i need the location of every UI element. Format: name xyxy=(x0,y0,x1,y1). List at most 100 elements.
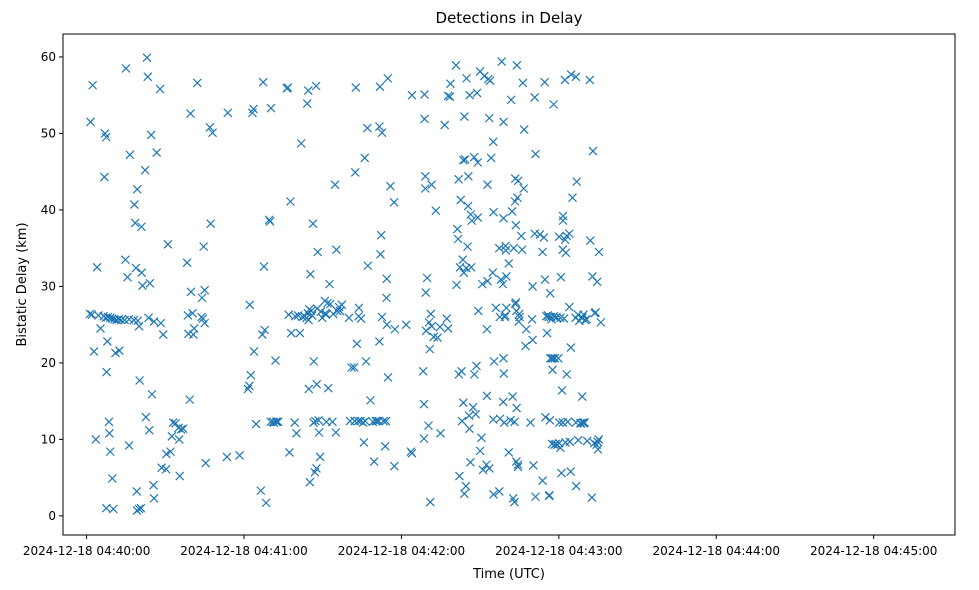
data-point xyxy=(351,83,361,92)
data-point xyxy=(426,309,436,319)
data-point xyxy=(259,262,269,271)
data-point xyxy=(485,76,495,86)
data-point xyxy=(497,57,507,66)
data-point xyxy=(321,310,331,320)
data-point xyxy=(303,86,313,96)
data-point xyxy=(379,416,389,426)
x-tick-label: 2024-12-18 04:41:00 xyxy=(180,544,307,558)
data-point xyxy=(251,419,261,429)
data-point xyxy=(144,425,154,435)
data-point xyxy=(313,247,323,257)
data-point xyxy=(407,90,417,100)
data-point xyxy=(308,219,318,229)
data-point xyxy=(531,149,540,159)
data-point xyxy=(517,245,527,255)
data-point xyxy=(290,418,300,427)
data-point xyxy=(372,416,382,426)
data-point xyxy=(101,503,111,513)
data-point xyxy=(374,122,384,131)
data-point xyxy=(305,269,315,279)
data-point xyxy=(420,171,430,181)
data-point xyxy=(142,53,152,63)
data-point xyxy=(102,367,111,377)
data-point xyxy=(588,146,598,156)
data-point xyxy=(335,306,345,316)
data-point xyxy=(145,278,155,288)
data-point xyxy=(425,344,435,354)
data-point xyxy=(467,216,477,226)
data-point xyxy=(176,425,186,434)
data-point xyxy=(185,395,195,405)
data-point xyxy=(459,268,469,278)
data-point xyxy=(347,363,357,372)
y-tick-label: 60 xyxy=(41,50,56,64)
data-point xyxy=(540,77,550,87)
data-point xyxy=(349,363,359,372)
x-axis-title: Time (UTC) xyxy=(472,567,545,582)
data-point xyxy=(381,416,391,426)
data-point xyxy=(354,303,364,313)
data-point xyxy=(506,95,516,105)
data-point xyxy=(382,320,392,330)
data-point xyxy=(258,77,268,87)
y-tick-label: 20 xyxy=(41,356,56,370)
data-point xyxy=(454,471,464,481)
data-point xyxy=(261,498,271,508)
data-point xyxy=(482,324,492,334)
data-point xyxy=(469,369,479,379)
data-point xyxy=(465,90,475,100)
data-point xyxy=(513,176,523,186)
data-point xyxy=(512,193,522,203)
data-point xyxy=(499,369,509,379)
data-point xyxy=(91,434,101,444)
data-point xyxy=(473,306,483,316)
data-point xyxy=(546,353,555,363)
data-point xyxy=(498,397,508,407)
data-point xyxy=(458,398,468,408)
data-point xyxy=(192,78,202,88)
data-point xyxy=(198,314,208,323)
data-point xyxy=(101,132,111,142)
data-point xyxy=(510,197,520,206)
data-point xyxy=(421,288,431,297)
data-point xyxy=(501,246,511,255)
data-point xyxy=(178,424,188,434)
data-point xyxy=(542,328,552,338)
data-point xyxy=(445,92,455,102)
data-point xyxy=(311,81,321,91)
data-point xyxy=(102,337,112,346)
data-point xyxy=(244,381,254,391)
data-point xyxy=(554,232,564,242)
data-point xyxy=(96,324,105,333)
data-point xyxy=(518,78,528,88)
data-point xyxy=(360,153,370,163)
data-point xyxy=(385,181,395,191)
plot-frame xyxy=(62,33,956,536)
data-point xyxy=(456,195,466,205)
data-point xyxy=(208,128,217,138)
data-point xyxy=(323,298,332,308)
data-point xyxy=(528,460,538,470)
data-point xyxy=(510,497,519,507)
data-point xyxy=(463,171,473,181)
data-point xyxy=(594,434,604,444)
data-point xyxy=(382,293,391,303)
data-point xyxy=(132,486,142,496)
data-point xyxy=(472,361,481,371)
data-point xyxy=(292,428,301,438)
data-point xyxy=(376,249,385,259)
data-point xyxy=(482,391,492,401)
data-point xyxy=(146,130,156,140)
data-point xyxy=(483,180,492,190)
data-point xyxy=(383,73,393,83)
data-point xyxy=(331,428,341,437)
data-point xyxy=(452,280,461,290)
data-point xyxy=(330,180,340,190)
data-point xyxy=(161,449,171,459)
data-point xyxy=(545,288,555,298)
data-point xyxy=(271,356,280,366)
data-point xyxy=(557,468,566,478)
data-point xyxy=(558,211,568,221)
data-point xyxy=(514,309,524,319)
data-point xyxy=(377,128,387,138)
